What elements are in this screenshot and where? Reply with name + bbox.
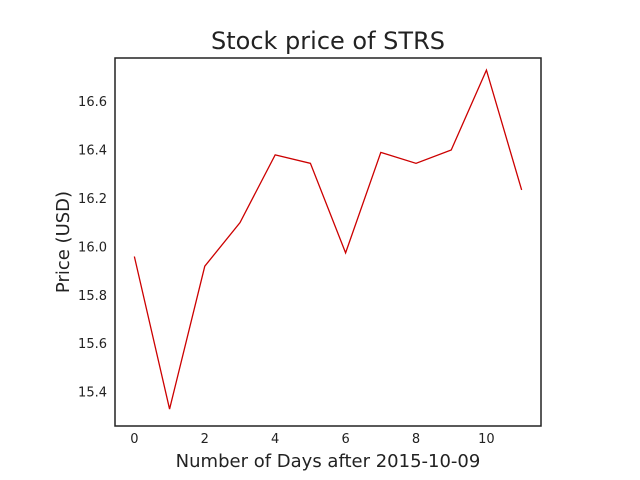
x-tick-label: 6: [341, 432, 349, 447]
series-layer: [133, 68, 523, 410]
series-line: [133, 68, 523, 410]
chart-title: Stock price of STRS: [211, 27, 445, 55]
y-axis-label: Price (USD): [53, 191, 74, 293]
y-tick-label: 16.6: [78, 95, 107, 110]
x-tick-label: 0: [130, 432, 138, 447]
x-tick-label: 4: [271, 432, 279, 447]
y-tick-label: 15.8: [78, 289, 107, 304]
y-tick-label: 15.4: [78, 386, 107, 401]
x-tick-label: 2: [201, 432, 209, 447]
plot-frame: [114, 57, 542, 427]
y-axis-ticks: 15.4 15.6 15.8 16.0 16.2 16.4 16.6: [78, 95, 107, 401]
x-tick-label: 10: [478, 432, 495, 447]
y-tick-label: 16.0: [78, 240, 107, 255]
x-axis-ticks: 0 2 4 6 8 10: [130, 432, 494, 447]
x-tick-label: 8: [412, 432, 420, 447]
y-tick-label: 16.2: [78, 192, 107, 207]
y-tick-label: 15.6: [78, 337, 107, 352]
y-tick-label: 16.4: [78, 144, 107, 159]
x-axis-label: Number of Days after 2015-10-09: [176, 451, 481, 472]
